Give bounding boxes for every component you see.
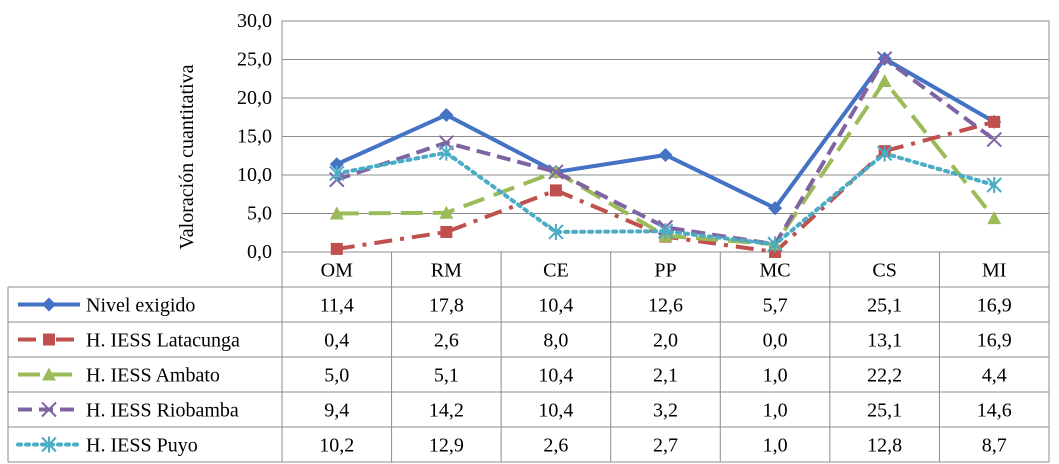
table-cell: 1,0 [763, 400, 788, 422]
series-marker [987, 211, 1002, 225]
table-cell: 17,8 [429, 295, 464, 317]
legend-label: H. IESS Puyo [86, 435, 198, 457]
series-1 [329, 51, 1002, 216]
series-marker [330, 242, 343, 255]
table-cell: 2,6 [434, 330, 459, 352]
table-cell: 12,9 [429, 435, 464, 457]
series-marker [657, 223, 674, 240]
legend-label: H. IESS Latacunga [86, 330, 240, 352]
legend-key [18, 297, 80, 312]
table-cell: 2,1 [653, 365, 678, 387]
series-marker [329, 165, 345, 182]
table-cell: 1,0 [763, 365, 788, 387]
legend-label: H. IESS Ambato [86, 365, 220, 387]
series-marker [439, 107, 454, 122]
series-marker [41, 401, 57, 418]
table-cell: 10,4 [538, 365, 573, 387]
table-cell: 5,1 [434, 365, 459, 387]
y-tick-label: 10,0 [237, 164, 272, 186]
series-line [335, 56, 996, 211]
x-tick-label: CS [872, 260, 896, 282]
series-marker [42, 297, 56, 312]
table-cell: 2,7 [653, 435, 678, 457]
table-cell: 8,7 [982, 435, 1007, 457]
table-cell: 8,0 [543, 330, 568, 352]
table-cell: 14,6 [977, 400, 1012, 422]
series-marker [440, 225, 453, 238]
x-tick-label: PP [654, 260, 676, 282]
series-marker [768, 201, 783, 216]
table-cell: 25,1 [867, 295, 902, 317]
series-marker [439, 205, 454, 219]
series-marker [329, 206, 344, 220]
table-cell: 10,4 [538, 400, 573, 422]
data-table: OM RM CE PP MC CS MI Nivel exigido 11,4 17,8 10,4 1… [7, 251, 1050, 463]
y-tick-label: 30,0 [237, 10, 272, 32]
table-cell: 13,1 [867, 330, 902, 352]
series-marker [986, 131, 1002, 148]
series-marker [548, 164, 564, 180]
y-tick-label: 5,0 [247, 203, 272, 225]
legend-label: H. IESS Riobamba [86, 400, 239, 422]
table-cell: 16,9 [977, 295, 1012, 317]
series-marker [41, 436, 57, 453]
y-tick-label: 25,0 [237, 49, 272, 71]
series-marker [988, 115, 1001, 128]
y-tick-label: 15,0 [237, 126, 272, 148]
table-cell: 2,0 [653, 330, 678, 352]
x-tick-label: OM [321, 260, 353, 282]
x-tick-label: MC [760, 260, 791, 282]
plot-area [329, 51, 1002, 258]
x-tick-label: CE [543, 260, 569, 282]
legend-key [18, 401, 80, 418]
table-cell: 12,8 [867, 435, 902, 457]
series-marker [548, 223, 564, 240]
table-cell: 10,2 [319, 435, 354, 457]
y-tick-label: 0,0 [247, 241, 272, 263]
table-cell: 2,6 [543, 435, 568, 457]
series-marker [877, 74, 892, 88]
table-cell: 0,0 [763, 330, 788, 352]
table-cell: 5,0 [324, 365, 349, 387]
table-cell: 12,6 [648, 295, 683, 317]
series-marker [767, 236, 783, 253]
y-axis-title: Valoración cuantitativa [176, 64, 198, 249]
series-marker [43, 333, 55, 346]
series-marker [42, 367, 56, 381]
table-cell: 10,4 [538, 295, 573, 317]
series-marker [438, 144, 455, 161]
table-cell: 9,4 [324, 400, 349, 422]
table-cell: 25,1 [867, 400, 902, 422]
series-marker [986, 177, 1002, 194]
table-cell: 22,2 [867, 365, 902, 387]
legend-key [18, 333, 80, 346]
x-tick-label: MI [982, 260, 1006, 282]
table-cell: 4,4 [982, 365, 1007, 387]
series-marker [549, 184, 562, 197]
y-tick-label: 20,0 [237, 87, 272, 109]
table-cell: 11,4 [320, 295, 354, 317]
series-line [336, 79, 996, 247]
table-cell: 1,0 [763, 435, 788, 457]
series-marker [876, 51, 893, 67]
table-cell: 16,9 [977, 330, 1012, 352]
legend-label: Nivel exigido [86, 295, 195, 317]
legend-key [16, 436, 82, 453]
series-marker [876, 145, 893, 162]
series-5 [329, 144, 1002, 253]
table-cell: 5,7 [763, 295, 788, 317]
x-tick-label: RM [431, 260, 462, 282]
series-marker [329, 157, 344, 172]
y-axis: 0,0 5,0 10,0 15,0 20,0 25,0 30,0 [237, 10, 272, 263]
legend-key [18, 367, 80, 381]
series-marker [658, 147, 673, 162]
table-cell: 3,2 [653, 400, 678, 422]
table-cell: 0,4 [324, 330, 349, 352]
table-cell: 14,2 [429, 400, 464, 422]
